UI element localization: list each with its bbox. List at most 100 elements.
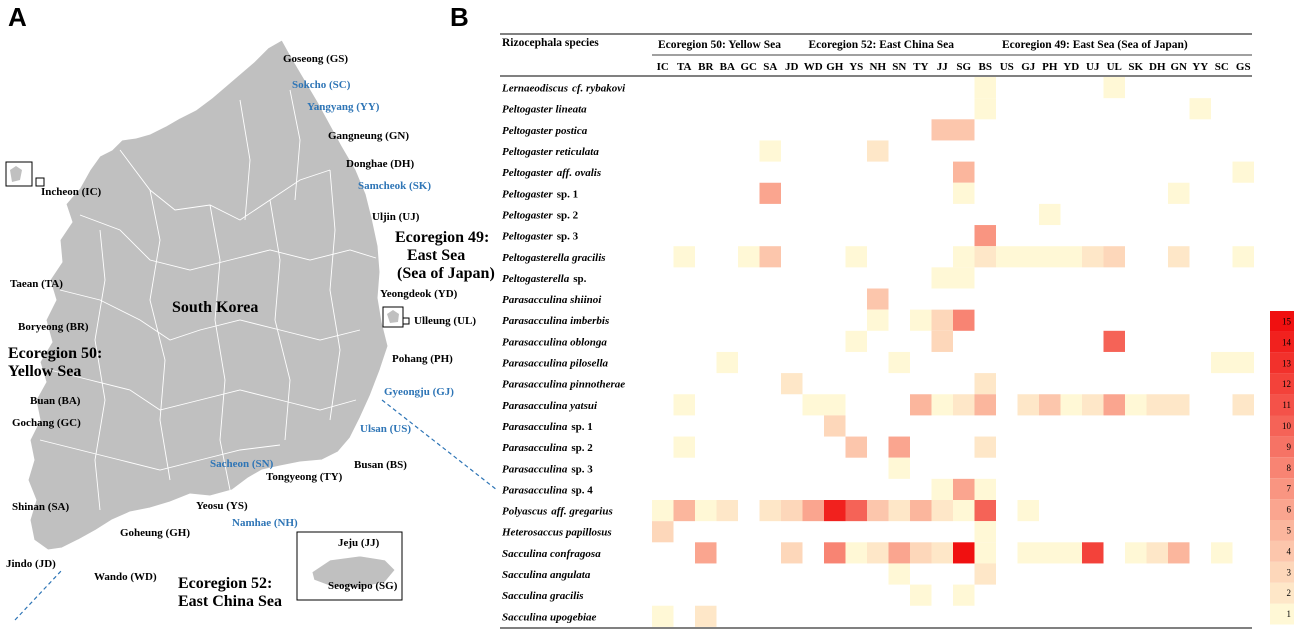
column-header: IC (657, 61, 669, 73)
species-label: Sacculina upogebiae (502, 611, 597, 623)
heatmap-cell (974, 77, 996, 99)
heatmap-cell (695, 542, 717, 564)
heatmap-cell (1082, 246, 1104, 268)
heatmap-cell (673, 500, 695, 522)
site-label: Yeongdeok (YD) (380, 288, 458, 300)
heatmap-cell (953, 246, 975, 268)
site-labels: Goseong (GS) Sokcho (SC) Yangyang (YY) Gang… (6, 53, 476, 592)
heatmap-cell (652, 500, 674, 522)
legend-tick: 4 (1287, 546, 1292, 556)
legend-tick: 9 (1287, 442, 1292, 452)
species-label: Parasacculina imberbis (502, 315, 609, 327)
heatmap-cell (781, 542, 803, 564)
column-header: YY (1192, 61, 1208, 73)
heatmap-cell (888, 542, 910, 564)
heatmap-cell (910, 584, 932, 606)
heatmap-cell (1232, 246, 1254, 268)
species-genus: Parasacculina (502, 442, 568, 454)
species-genus: Sacculina gracilis (502, 590, 584, 602)
heatmap-cell (1060, 542, 1082, 564)
heatmap-cell (867, 309, 889, 331)
site-label: Sokcho (SC) (292, 79, 351, 91)
heatmap-cell (802, 500, 824, 522)
heatmap-cell (1039, 203, 1061, 226)
heatmap-cell (974, 542, 996, 564)
site-label: Busan (BS) (354, 459, 407, 471)
ecoregion-52-label-line2: East China Sea (178, 593, 282, 610)
species-label: Parasacculina sp. 2 (502, 442, 593, 454)
ulleung-small-box (402, 317, 410, 325)
heatmap-cell (910, 394, 932, 416)
species-label: Peltogaster reticulata (502, 146, 599, 158)
column-header: SK (1128, 61, 1143, 73)
heatmap-cell (867, 140, 889, 162)
column-header: YD (1063, 61, 1079, 73)
heatmap-cell (953, 394, 975, 416)
species-label: Parasacculina yatsui (502, 400, 598, 412)
legend-tick: 8 (1287, 463, 1292, 473)
species-label: Parasacculina pinnotherae (502, 379, 625, 391)
heatmap-cell (1039, 542, 1061, 564)
heatmap-cell (824, 415, 846, 437)
heatmap-cell (1017, 500, 1039, 522)
heatmap-cell (695, 605, 717, 627)
species-genus: Polyascus (502, 506, 547, 518)
heatmap-cell (738, 246, 760, 268)
species-label: Parasacculina oblonga (502, 336, 607, 348)
heatmap-cell (974, 394, 996, 416)
species-label: Peltogaster lineata (502, 104, 587, 116)
species-label: Lernaeodiscus cf. rybakovi (501, 83, 626, 95)
column-header: UL (1107, 61, 1122, 73)
legend-swatch (1270, 394, 1294, 416)
heatmap-cell (824, 394, 846, 416)
legend-swatch (1270, 478, 1294, 500)
site-label: Sacheon (SN) (210, 458, 274, 470)
ecoregion-52-label-line1: Ecoregion 52: (178, 575, 272, 592)
site-label: Goseong (GS) (283, 53, 348, 65)
species-suffix: sp. (573, 273, 586, 285)
ecoregion-49-label-line3: (Sea of Japan) (397, 265, 495, 282)
heatmap-cell (716, 500, 738, 522)
heatmap-cell (1017, 246, 1039, 268)
legend-tick: 3 (1287, 567, 1292, 577)
ulleung-island (387, 310, 399, 323)
site-label: Wando (WD) (94, 571, 157, 583)
column-header: SG (956, 61, 971, 73)
species-genus: Peltogaster (502, 188, 553, 200)
legend-tick: 12 (1282, 379, 1291, 389)
legend-swatch (1270, 561, 1294, 583)
heatmap-cell (1060, 246, 1082, 268)
heatmap-cell (845, 500, 867, 522)
heatmap-cell (953, 309, 975, 331)
species-label: Sacculina confragosa (502, 548, 601, 560)
column-header: SC (1215, 61, 1229, 73)
species-label: Peltogasterella gracilis (502, 252, 606, 264)
heatmap-cell (931, 119, 953, 141)
heatmap-cell (845, 542, 867, 564)
heatmap-cell (1211, 542, 1233, 564)
species-genus: Parasacculina (502, 421, 568, 433)
column-header: YS (849, 61, 863, 73)
column-header: SN (892, 61, 906, 73)
row-header: Rizocephala species (502, 37, 599, 49)
heatmap-cell (888, 500, 910, 522)
district-borders (39, 89, 377, 511)
species-genus: Peltogasterella (502, 273, 570, 285)
column-header: GN (1171, 61, 1188, 73)
species-suffix: cf. rybakovi (572, 83, 626, 95)
heatmap-cell (953, 161, 975, 183)
species-suffix: sp. 2 (571, 442, 593, 454)
column-headers: IC TA BR BA GC SA JD WD GH YS NH SN TY JJ SG BS US GJ PH YD… (657, 61, 1251, 73)
site-label: Pohang (PH) (392, 353, 453, 365)
site-label: Goheung (GH) (120, 527, 190, 539)
column-header: WD (804, 61, 823, 73)
species-genus: Sacculina upogebiae (502, 611, 597, 623)
site-label: Ulleung (UL) (414, 315, 476, 327)
species-label: Parasacculina shiinoi (502, 294, 602, 306)
legend-swatch (1270, 603, 1294, 625)
legend-tick: 1 (1287, 609, 1292, 619)
heatmap-cell (931, 394, 953, 416)
legend-tick: 2 (1287, 588, 1292, 598)
dashed-connector-left (14, 569, 63, 621)
column-header: UJ (1086, 61, 1100, 73)
